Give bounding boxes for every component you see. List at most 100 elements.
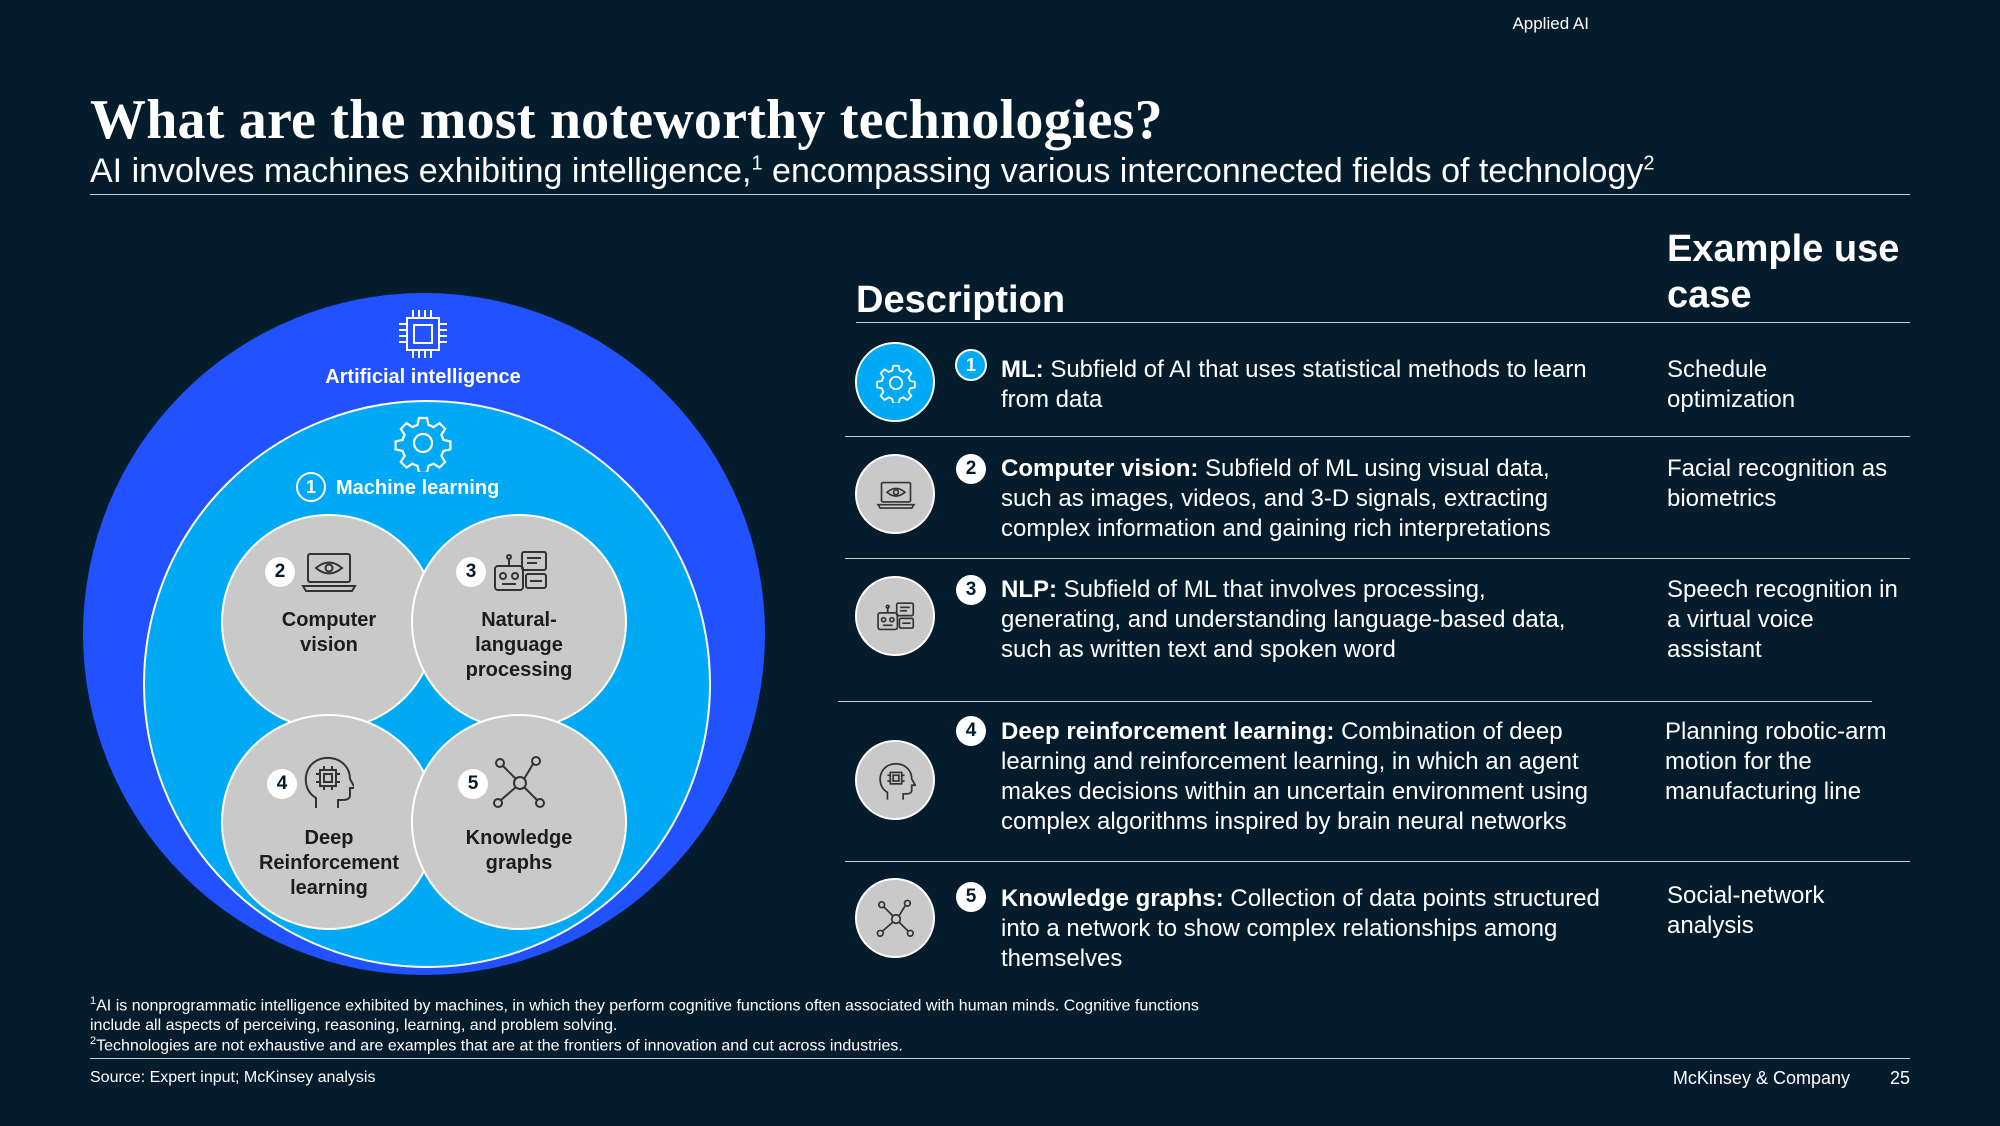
use-line: analysis [1667,912,1754,939]
desc-text: Combination of deep [1341,718,1563,745]
desc-line: such as images, videos, and 3-D signals,… [1001,485,1548,512]
label-line: Deep [304,827,354,849]
desc-line: such as written text and spoken word [1001,636,1396,663]
label-line: Natural- [481,609,557,631]
row-gear-icon [855,342,935,422]
footnote-2: 2Technologies are not exhaustive and are… [90,1031,1290,1056]
ai-label: Artificial intelligence [325,366,521,388]
row-robot-chat-icon [855,576,935,656]
desc-line: Knowledge graphs: Collection of data poi… [1001,884,1631,914]
footnote-marker: 2 [90,1035,97,1047]
row-4-use-case: Planning robotic-arm motion for the manu… [1665,717,1915,807]
footnote-1: 1AI is nonprogrammatic intelligence exhi… [90,991,1290,1036]
row-4-description: Deep reinforcement learning: Combination… [1001,717,1631,837]
chip-icon [395,306,451,362]
brand-name: McKinsey & Company [1672,1068,1850,1088]
row-network-graph-icon [855,878,935,958]
node-badge-5: 5 [458,769,488,799]
use-line: motion for the [1665,748,1812,775]
use-line: Speech recognition in [1667,576,1898,603]
nlp-label: Natural- language processing [411,608,627,683]
head-chip-icon [302,754,354,810]
row-5-use-case: Social-network analysis [1667,881,1917,941]
row-2-description: Computer vision: Subfield of ML using vi… [1001,454,1631,544]
computer-vision-label: Computer vision [221,608,437,658]
row-2-use-case: Facial recognition as biometrics [1667,454,1917,514]
footnote-marker: 1 [90,995,97,1007]
desc-line: from data [1001,386,1103,413]
row-term: Knowledge graphs: [1001,885,1224,912]
use-line: biometrics [1667,485,1777,512]
desc-text: Collection of data points structured [1230,885,1600,912]
row-divider [838,701,1872,702]
nlp-node [411,514,627,730]
label-line: learning [290,877,368,899]
row-divider [845,436,1910,437]
row-3-description: NLP: Subfield of ML that involves proces… [1001,575,1631,665]
use-line: assistant [1667,636,1762,663]
desc-line: into a network to show complex relations… [1001,915,1558,942]
row-divider [845,558,1910,559]
laptop-eye-icon [300,548,358,596]
label-line: Computer [281,609,377,631]
row-badge-2: 2 [956,454,986,484]
row-laptop-eye-icon [855,454,935,534]
deep-rl-node [221,714,437,930]
node-badge-4: 4 [267,769,297,799]
subtitle-footnote-ref-1: 1 [751,152,763,175]
section-tag: Applied AI [1512,14,1589,33]
label-line: processing [465,659,573,681]
use-line: Social-network [1667,882,1825,909]
row-term: Deep reinforcement learning: [1001,718,1335,745]
desc-line: generating, and understanding language-b… [1001,606,1566,633]
desc-text: Subfield of ML that involves processing, [1063,576,1486,603]
label-line: vision [300,634,358,656]
desc-line: complex algorithms inspired by brain neu… [1001,808,1567,835]
desc-line: ML: Subfield of AI that uses statistical… [1001,355,1631,385]
desc-line: NLP: Subfield of ML that involves proces… [1001,575,1631,605]
desc-text: Subfield of ML using visual data, [1205,455,1550,482]
knowledge-graphs-label: Knowledge graphs [411,826,627,876]
subtitle-footnote-ref-2: 2 [1643,152,1655,175]
row-term: Computer vision: [1001,455,1199,482]
page-subtitle: AI involves machines exhibiting intellig… [90,152,1654,191]
row-1-description: ML: Subfield of AI that uses statistical… [1001,355,1631,415]
footnote-line: 1AI is nonprogrammatic intelligence exhi… [90,991,1290,1016]
desc-line: Computer vision: Subfield of ML using vi… [1001,454,1631,484]
desc-line: themselves [1001,945,1123,972]
row-term: ML: [1001,356,1044,383]
page-number: 25 [1889,1068,1910,1088]
computer-vision-node [221,514,437,730]
footnote-line: include all aspects of perceiving, reaso… [90,1017,618,1035]
row-divider [845,861,1910,862]
desc-line: Deep reinforcement learning: Combination… [1001,717,1631,747]
description-header: Description [856,279,1066,321]
title-divider [90,194,1910,195]
row-badge-3: 3 [956,575,986,605]
row-badge-5: 5 [956,882,986,912]
use-line: Planning robotic-arm [1665,718,1887,745]
row-5-description: Knowledge graphs: Collection of data poi… [1001,884,1631,974]
gear-icon [394,414,452,472]
label-line: language [475,634,563,656]
ml-number-badge: 1 [296,472,326,502]
node-badge-3: 3 [456,557,486,587]
use-case-header: Example use case [1667,226,1899,318]
footer-divider [90,1058,1910,1059]
network-graph-icon [492,755,548,811]
row-badge-1: 1 [955,349,987,381]
desc-line: complex information and gaining rich int… [1001,515,1551,542]
row-3-use-case: Speech recognition in a virtual voice as… [1667,575,1917,665]
row-head-chip-icon [855,740,935,820]
subtitle-part2: encompassing various interconnected fiel… [762,152,1644,190]
use-line: optimization [1667,386,1796,413]
use-line: a virtual voice [1667,606,1814,633]
row-1-use-case: Schedule optimization [1667,355,1917,415]
source-note: Source: Expert input; McKinsey analysis [90,1069,376,1086]
label-line: Reinforcement [258,852,400,874]
desc-text: Subfield of AI that uses statistical met… [1050,356,1587,383]
ml-label: Machine learning [336,477,500,499]
header-divider [856,322,1910,323]
row-term: NLP: [1001,576,1057,603]
node-badge-2: 2 [265,557,295,587]
